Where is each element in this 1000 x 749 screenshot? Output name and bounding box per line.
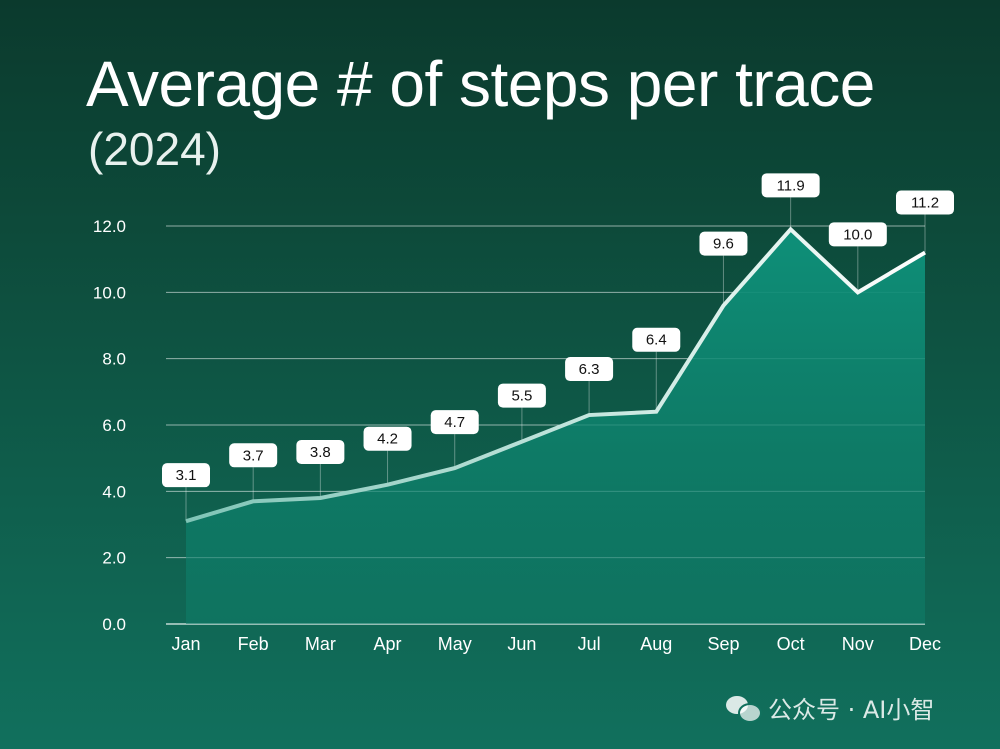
- chart-title: Average # of steps per trace: [86, 48, 875, 120]
- chart-subtitle: (2024): [88, 123, 221, 175]
- data-label: 4.7: [444, 414, 465, 431]
- data-label-box: [497, 383, 546, 408]
- data-label: 3.7: [243, 447, 264, 464]
- watermark: 公众号 · AI小智: [726, 690, 934, 725]
- x-tick-label: Jul: [578, 634, 601, 654]
- x-tick-label: Dec: [909, 634, 941, 654]
- y-tick-label: 10.0: [93, 283, 126, 302]
- data-label-box: [162, 463, 210, 488]
- x-tick-label: Feb: [238, 634, 269, 654]
- data-label: 11.9: [777, 177, 805, 194]
- data-label: 3.8: [310, 444, 331, 461]
- data-label-box: [430, 410, 479, 435]
- data-label-box: [761, 173, 820, 198]
- data-label: 6.4: [646, 332, 667, 349]
- x-tick-label: Jun: [507, 634, 536, 654]
- y-tick-label: 6.0: [102, 416, 126, 435]
- data-label-box: [363, 426, 412, 451]
- data-label-box: [828, 222, 887, 247]
- data-label: 11.2: [911, 195, 939, 212]
- data-label-box: [699, 231, 748, 256]
- data-label-box: [296, 439, 345, 464]
- x-tick-label: Mar: [305, 634, 336, 654]
- x-tick-label: Aug: [640, 634, 672, 654]
- data-label-box: [632, 327, 681, 352]
- data-label: 4.2: [377, 431, 398, 448]
- x-tick-label: May: [438, 634, 472, 654]
- data-label: 6.3: [579, 361, 600, 378]
- data-label-box: [229, 443, 278, 468]
- x-tick-label: Nov: [842, 634, 874, 654]
- y-tick-label: 12.0: [93, 217, 126, 236]
- x-tick-label: Apr: [374, 634, 402, 654]
- watermark-text: 公众号 · AI小智: [768, 696, 935, 724]
- x-tick-label: Oct: [777, 634, 805, 654]
- x-tick-label: Sep: [707, 634, 739, 654]
- x-tick-label: Jan: [171, 634, 200, 654]
- data-label: 5.5: [511, 388, 532, 405]
- wechat-icon: [726, 694, 762, 723]
- series-line: [185, 226, 927, 524]
- data-label: 10.0: [843, 226, 872, 243]
- y-tick-label: 4.0: [102, 482, 126, 501]
- y-tick-label: 8.0: [102, 350, 126, 369]
- data-label: 9.6: [713, 236, 734, 253]
- data-label-box: [896, 190, 954, 215]
- y-tick-label: 2.0: [102, 549, 126, 568]
- data-label: 3.1: [176, 467, 197, 484]
- data-label-box: [565, 357, 614, 382]
- area-fill: [186, 229, 925, 625]
- y-tick-label: 0.0: [102, 615, 126, 634]
